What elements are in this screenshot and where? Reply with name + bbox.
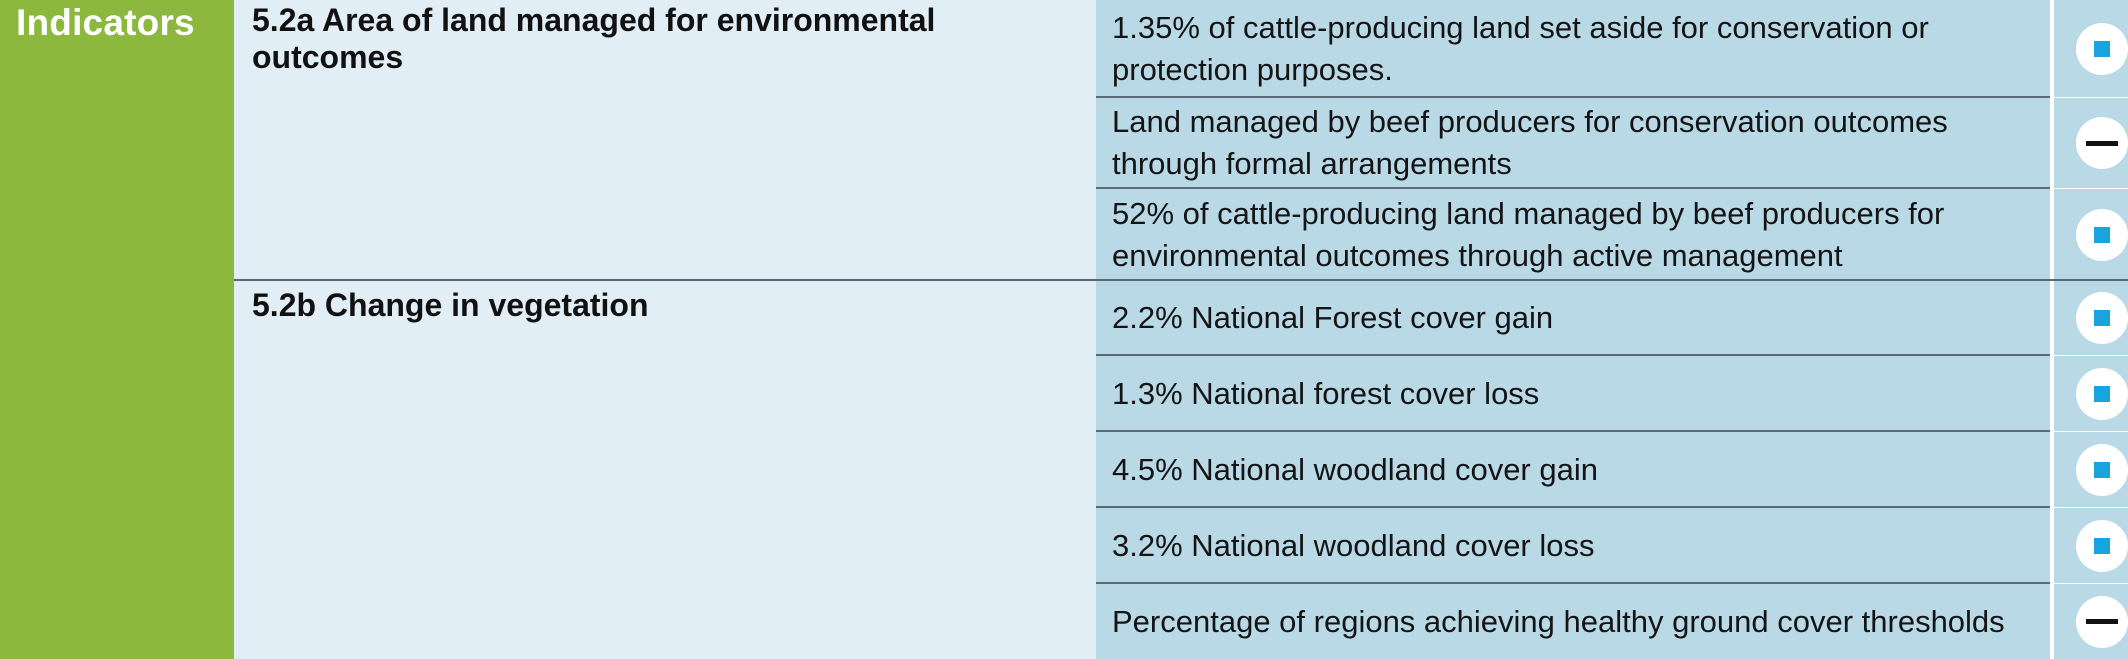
square-icon [2094, 40, 2110, 57]
status-badge [2076, 292, 2128, 344]
status-badge [2076, 22, 2128, 75]
measure-text: 3.2% National woodland cover loss [1096, 508, 2054, 583]
row-divider [1096, 187, 2050, 189]
status-cell [2054, 281, 2128, 355]
table-row: 1.35% of cattle-producing land set aside… [1096, 0, 2128, 97]
measure-text: Land managed by beef producers for conse… [1096, 98, 2054, 188]
status-badge [2076, 208, 2128, 261]
square-icon [2094, 385, 2110, 402]
row-divider [1096, 430, 2050, 432]
row-divider [1096, 506, 2050, 508]
status-cell [2054, 508, 2128, 583]
indicator-title: 5.2b Change in vegetation [252, 287, 649, 323]
measure-text: 2.2% National Forest cover gain [1096, 281, 2054, 355]
measure-text: 52% of cattle-producing land managed by … [1096, 189, 2054, 280]
square-icon [2094, 537, 2110, 554]
measure-text: 4.5% National woodland cover gain [1096, 432, 2054, 507]
indicator-title: 5.2a Area of land managed for environmen… [252, 2, 936, 75]
status-cell [2054, 0, 2128, 97]
square-icon [2094, 461, 2110, 478]
section-sidebar: Indicators [0, 0, 234, 659]
status-badge [2076, 443, 2128, 496]
measure-text: 1.3% National forest cover loss [1096, 356, 2054, 431]
status-cell [2054, 356, 2128, 431]
table-row: 52% of cattle-producing land managed by … [1096, 189, 2128, 280]
table-row: 1.3% National forest cover loss [1096, 356, 2128, 431]
square-icon [2094, 310, 2110, 326]
row-divider [1096, 96, 2050, 98]
status-badge [2076, 117, 2128, 169]
table-row: Land managed by beef producers for conse… [1096, 98, 2128, 188]
dash-icon [2086, 140, 2118, 146]
measure-text: Percentage of regions achieving healthy … [1096, 584, 2054, 659]
table-row: Percentage of regions achieving healthy … [1096, 584, 2128, 659]
indicator-cell-5-2a: 5.2a Area of land managed for environmen… [234, 0, 1096, 280]
row-divider [1096, 354, 2050, 356]
dash-icon [2086, 619, 2118, 624]
table-row: 4.5% National woodland cover gain [1096, 432, 2128, 507]
status-cell [2054, 189, 2128, 280]
status-cell [2054, 584, 2128, 659]
table-row: 2.2% National Forest cover gain [1096, 281, 2128, 355]
section-label: Indicators [16, 2, 195, 43]
section-divider [234, 279, 2128, 281]
status-cell [2054, 432, 2128, 507]
table-row: 3.2% National woodland cover loss [1096, 508, 2128, 583]
column-separator [2050, 0, 2054, 659]
status-badge [2076, 519, 2128, 572]
status-cell [2054, 98, 2128, 188]
row-divider [1096, 582, 2050, 584]
status-badge [2076, 367, 2128, 420]
square-icon [2094, 226, 2110, 243]
status-badge [2076, 595, 2128, 648]
indicator-cell-5-2b: 5.2b Change in vegetation [234, 281, 1096, 659]
measure-text: 1.35% of cattle-producing land set aside… [1096, 0, 2054, 97]
